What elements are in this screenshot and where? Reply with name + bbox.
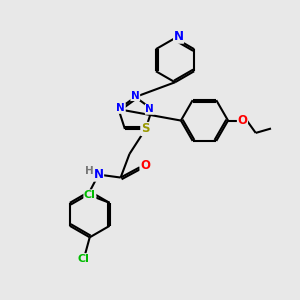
Text: Cl: Cl bbox=[78, 254, 90, 264]
Text: S: S bbox=[141, 122, 149, 136]
Text: Cl: Cl bbox=[84, 190, 96, 200]
Text: N: N bbox=[131, 91, 140, 100]
Text: H: H bbox=[85, 166, 94, 176]
Text: N: N bbox=[174, 30, 184, 43]
Text: O: O bbox=[140, 159, 150, 172]
Text: N: N bbox=[116, 103, 125, 113]
Text: N: N bbox=[145, 104, 154, 114]
Text: O: O bbox=[238, 114, 248, 127]
Text: N: N bbox=[94, 168, 103, 181]
